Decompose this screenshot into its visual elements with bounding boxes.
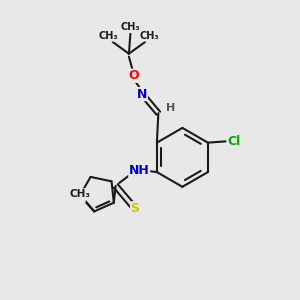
Text: CH₃: CH₃ (70, 189, 91, 200)
Text: H: H (166, 103, 176, 113)
Text: CH₃: CH₃ (98, 31, 118, 41)
Text: O: O (128, 69, 139, 82)
Text: CH₃: CH₃ (140, 31, 159, 41)
Text: CH₃: CH₃ (121, 22, 140, 32)
Text: O: O (74, 189, 85, 202)
Text: N: N (137, 88, 147, 100)
Text: S: S (130, 202, 140, 215)
Text: Cl: Cl (227, 135, 240, 148)
Text: NH: NH (129, 164, 150, 177)
